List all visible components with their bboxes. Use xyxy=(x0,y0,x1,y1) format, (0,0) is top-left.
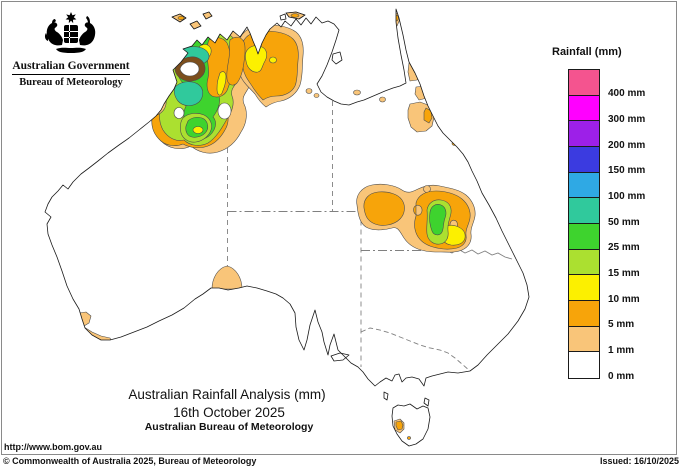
legend-label: 1 mm xyxy=(608,344,635,356)
legend-swatch xyxy=(569,172,599,199)
rain-zero-hole xyxy=(173,107,185,119)
border-nsw-vic xyxy=(360,327,471,372)
legend-label: 100 mm xyxy=(608,190,646,202)
rain-region-central-qld xyxy=(356,183,476,253)
agency-header: Australian Government Bureau of Meteorol… xyxy=(10,11,132,88)
bom-url-link[interactable]: http://www.bom.gov.au xyxy=(4,442,102,452)
bureau-title: Bureau of Meteorology xyxy=(19,77,123,88)
legend-label: 0 mm xyxy=(608,370,635,382)
legend-swatch xyxy=(569,326,599,353)
legend-swatch xyxy=(569,224,599,250)
legend-label: 150 mm xyxy=(608,165,646,177)
legend-swatch xyxy=(569,70,599,96)
legend-title: Rainfall (mm) xyxy=(552,46,622,58)
rain-zero-hole xyxy=(217,102,232,120)
legend-swatch xyxy=(569,275,599,301)
tasmania xyxy=(392,404,430,446)
legend-label: 15 mm xyxy=(608,267,640,279)
rain-region-west-kimberley xyxy=(138,90,167,117)
legend-label: 5 mm xyxy=(608,319,635,331)
map-source: Australian Bureau of Meteorology xyxy=(144,421,314,433)
legend-swatch xyxy=(569,95,599,122)
coastlines xyxy=(44,8,530,447)
legend-swatch xyxy=(569,301,599,327)
header-divider xyxy=(12,74,130,75)
legend-swatch xyxy=(569,121,599,147)
legend-swatch xyxy=(569,198,599,224)
legend-label: 300 mm xyxy=(608,113,646,125)
rain-region-tasmania xyxy=(393,418,411,440)
legend-swatch xyxy=(569,147,599,173)
government-title: Australian Government xyxy=(12,60,130,72)
legend-swatch xyxy=(569,249,599,276)
map-title: Australian Rainfall Analysis (mm) xyxy=(128,387,326,402)
issued-timestamp: Issued: 16/10/2025 xyxy=(599,456,679,466)
legend-label: 400 mm xyxy=(608,88,646,100)
rain-region-bight xyxy=(211,265,243,290)
map-date: 16th October 2025 xyxy=(173,405,285,420)
legend-label: 200 mm xyxy=(608,139,646,151)
copyright-text: © Commonwealth of Australia 2025, Bureau… xyxy=(3,456,257,466)
legend-swatches xyxy=(568,69,600,379)
legend-label: 10 mm xyxy=(608,293,640,305)
legend-label: 25 mm xyxy=(608,242,640,254)
legend-label: 50 mm xyxy=(608,216,640,228)
legend-swatch xyxy=(569,352,599,378)
legend-labels: 400 mm 300 mm 200 mm 150 mm 100 mm 50 mm 25 mm… xyxy=(608,69,672,389)
coat-of-arms-icon xyxy=(44,12,96,53)
